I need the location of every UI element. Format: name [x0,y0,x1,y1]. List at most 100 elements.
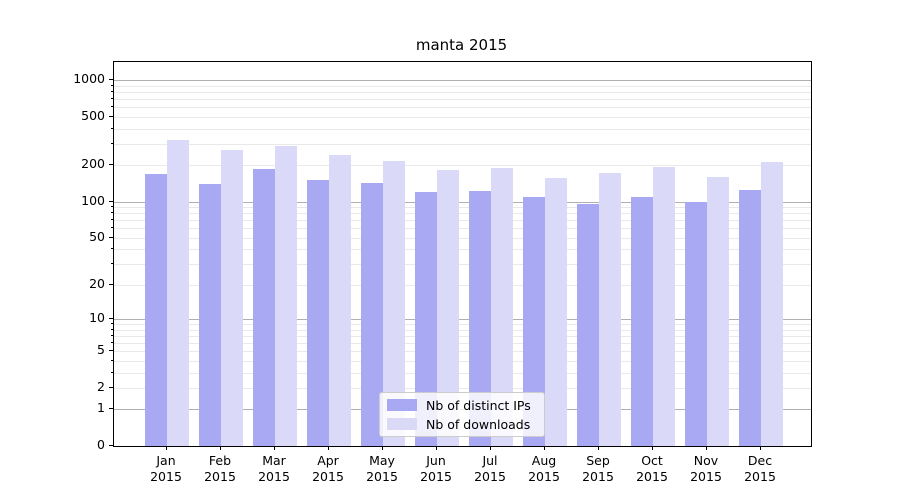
gridline-5 [114,351,811,353]
gridline-80 [114,213,811,215]
xtick-label-apr: Apr 2015 [312,453,344,484]
ytick-label-10: 10 [89,310,105,325]
ytick-mark-100 [109,200,113,202]
bar-ips-jul [469,191,491,446]
bar-ips-nov [685,201,707,446]
bar-downloads-nov [707,177,729,446]
ytick-label-2: 2 [97,378,105,394]
gridline-4 [114,360,811,362]
ytick-label-0: 0 [97,437,105,452]
bar-downloads-aug [545,177,567,446]
ytick-minor-500 [111,115,113,117]
xtick-label-feb: Feb 2015 [204,453,236,484]
xtick-mark-jan [166,446,167,450]
xtick-mark-mar [274,446,275,450]
gridline-70 [114,220,811,222]
bar-downloads-apr [329,155,351,446]
bar-downloads-may [383,161,405,446]
bar-ips-aug [523,197,545,446]
gridline-50 [114,237,811,239]
bar-downloads-jan [167,140,189,446]
xtick-label-nov: Nov 2015 [690,453,722,484]
legend-label-distinct-ips: Nb of distinct IPs [426,397,531,413]
ytick-minor-200 [111,164,113,166]
gridline-100 [114,201,811,203]
ytick-minor-20 [111,283,113,285]
bar-ips-oct [631,196,653,446]
bar-ips-sep [577,204,599,446]
bar-downloads-feb [221,150,243,446]
ytick-minor-40 [111,248,113,250]
gridline-300 [114,143,811,145]
bar-ips-jan [145,174,167,446]
xtick-label-dec: Dec 2015 [744,453,776,484]
gridline-9 [114,324,811,326]
xtick-label-jan: Jan 2015 [150,453,182,484]
bar-ips-dec [739,189,761,446]
xtick-mark-jul [490,446,491,450]
plot-area: Nb of distinct IPs Nb of downloads [113,61,812,447]
legend-label-downloads: Nb of downloads [426,416,531,432]
ytick-minor-70 [111,219,113,221]
ytick-label-200: 200 [81,156,105,172]
ytick-minor-300 [111,142,113,144]
ytick-mark-1000 [109,79,113,81]
gridline-3 [114,372,811,374]
gridline-800 [114,92,811,93]
legend-item-distinct-ips: Nb of distinct IPs [387,396,537,415]
legend-swatch-distinct-ips [387,399,417,411]
bar-downloads-jul [491,168,513,446]
ytick-minor-6 [111,342,113,343]
xtick-mark-apr [328,446,329,450]
ytick-minor-700 [111,98,113,99]
xtick-mark-nov [706,446,707,450]
gridline-1000 [114,80,811,82]
gridline-30 [114,264,811,266]
xtick-mark-feb [220,446,221,450]
gridline-8 [114,329,811,331]
xtick-mark-jun [436,446,437,450]
bar-ips-apr [307,180,329,446]
ytick-minor-7 [111,334,113,336]
ytick-minor-4 [111,359,113,361]
bar-ips-may [361,183,383,446]
xtick-mark-sep [598,446,599,450]
xtick-label-mar: Mar 2015 [258,453,290,484]
ytick-mark-1 [109,408,113,410]
ytick-mark-0 [109,445,113,446]
gridline-400 [114,128,811,130]
gridline-60 [114,228,811,230]
xtick-label-may: May 2015 [366,453,398,484]
ytick-minor-9 [111,323,113,325]
ytick-minor-90 [111,206,113,208]
xtick-mark-aug [544,446,545,450]
ytick-label-500: 500 [81,107,105,123]
gridline-6 [114,343,811,344]
ytick-label-50: 50 [89,228,105,244]
bar-ips-mar [253,169,275,446]
ytick-minor-900 [111,84,113,86]
ytick-minor-60 [111,227,113,229]
bar-ips-feb [199,184,221,446]
chart-title: manta 2015 [415,36,508,54]
gridline-700 [114,99,811,100]
ytick-minor-600 [111,106,113,108]
gridline-20 [114,284,811,286]
legend: Nb of distinct IPs Nb of downloads [379,392,545,437]
bar-downloads-sep [599,173,621,446]
gridline-600 [114,107,811,109]
ytick-minor-5 [111,350,113,352]
ytick-minor-8 [111,328,113,330]
ytick-minor-3 [111,371,113,373]
bar-downloads-oct [653,166,675,446]
bar-downloads-mar [275,146,297,446]
legend-item-downloads: Nb of downloads [387,415,537,434]
xtick-label-oct: Oct 2015 [636,453,668,484]
gridline-500 [114,116,811,118]
ytick-label-5: 5 [97,342,105,358]
ytick-minor-400 [111,127,113,129]
xtick-mark-oct [652,446,653,450]
gridline-200 [114,165,811,167]
gridline-7 [114,335,811,337]
